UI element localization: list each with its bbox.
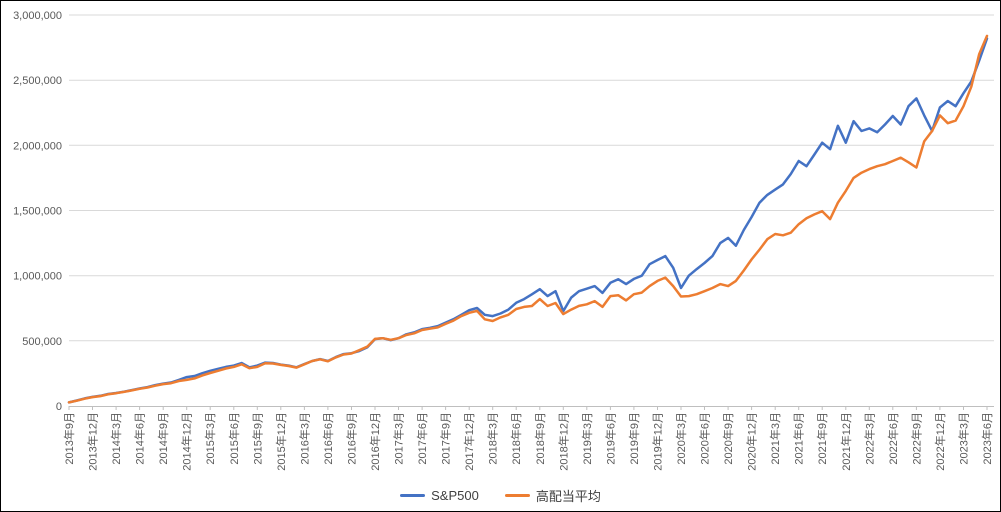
svg-text:2019年12月: 2019年12月 [651, 412, 665, 471]
svg-text:2015年3月: 2015年3月 [203, 412, 217, 465]
svg-text:2022年9月: 2022年9月 [909, 412, 923, 465]
svg-text:2016年9月: 2016年9月 [345, 412, 359, 465]
svg-text:2023年3月: 2023年3月 [957, 412, 971, 465]
svg-text:2013年9月: 2013年9月 [62, 412, 76, 465]
svg-text:2016年3月: 2016年3月 [297, 412, 311, 465]
legend-line-kouhaitou [504, 493, 530, 497]
svg-text:500,000: 500,000 [22, 336, 62, 348]
svg-text:2023年6月: 2023年6月 [980, 412, 994, 465]
svg-text:2017年9月: 2017年9月 [439, 412, 453, 465]
svg-text:2021年3月: 2021年3月 [768, 412, 782, 465]
svg-text:2,000,000: 2,000,000 [13, 140, 62, 152]
svg-text:2017年12月: 2017年12月 [462, 412, 476, 471]
svg-text:0: 0 [56, 401, 62, 413]
svg-text:2021年6月: 2021年6月 [792, 412, 806, 465]
svg-text:2014年12月: 2014年12月 [180, 412, 194, 471]
chart-legend: S&P500 高配当平均 [1, 484, 1000, 506]
legend-line-sp500 [400, 493, 426, 497]
svg-text:2015年9月: 2015年9月 [250, 412, 264, 465]
legend-label-sp500: S&P500 [431, 487, 479, 503]
svg-text:2022年3月: 2022年3月 [862, 412, 876, 465]
legend-label-kouhaitou: 高配当平均 [535, 488, 601, 504]
svg-text:2022年6月: 2022年6月 [886, 412, 900, 465]
svg-text:2019年3月: 2019年3月 [580, 412, 594, 465]
svg-text:2017年3月: 2017年3月 [392, 412, 406, 465]
svg-text:2020年9月: 2020年9月 [721, 412, 735, 465]
svg-text:3,000,000: 3,000,000 [13, 10, 62, 22]
svg-text:2,500,000: 2,500,000 [13, 75, 62, 87]
svg-text:2018年9月: 2018年9月 [533, 412, 547, 465]
svg-text:2013年12月: 2013年12月 [86, 412, 100, 471]
svg-text:2018年12月: 2018年12月 [556, 412, 570, 471]
svg-text:2022年12月: 2022年12月 [933, 412, 947, 471]
svg-text:2017年6月: 2017年6月 [415, 412, 429, 465]
svg-text:2016年6月: 2016年6月 [321, 412, 335, 465]
svg-text:2015年6月: 2015年6月 [227, 412, 241, 465]
svg-text:2014年3月: 2014年3月 [109, 412, 123, 465]
svg-text:1,500,000: 1,500,000 [13, 206, 62, 218]
svg-text:2020年6月: 2020年6月 [698, 412, 712, 465]
svg-text:2014年6月: 2014年6月 [133, 412, 147, 465]
svg-text:2020年3月: 2020年3月 [674, 412, 688, 465]
svg-text:2019年6月: 2019年6月 [603, 412, 617, 465]
svg-text:2018年3月: 2018年3月 [486, 412, 500, 465]
svg-text:1,000,000: 1,000,000 [13, 271, 62, 283]
svg-text:2021年12月: 2021年12月 [839, 412, 853, 471]
svg-text:2018年6月: 2018年6月 [509, 412, 523, 465]
svg-text:2021年9月: 2021年9月 [815, 412, 829, 465]
svg-text:2019年9月: 2019年9月 [627, 412, 641, 465]
legend-item-kouhaitou: 高配当平均 [504, 486, 601, 505]
svg-text:2020年12月: 2020年12月 [745, 412, 759, 471]
svg-text:2014年9月: 2014年9月 [156, 412, 170, 465]
svg-text:2015年12月: 2015年12月 [274, 412, 288, 471]
legend-item-sp500: S&P500 [400, 488, 479, 503]
svg-text:2016年12月: 2016年12月 [368, 412, 382, 471]
